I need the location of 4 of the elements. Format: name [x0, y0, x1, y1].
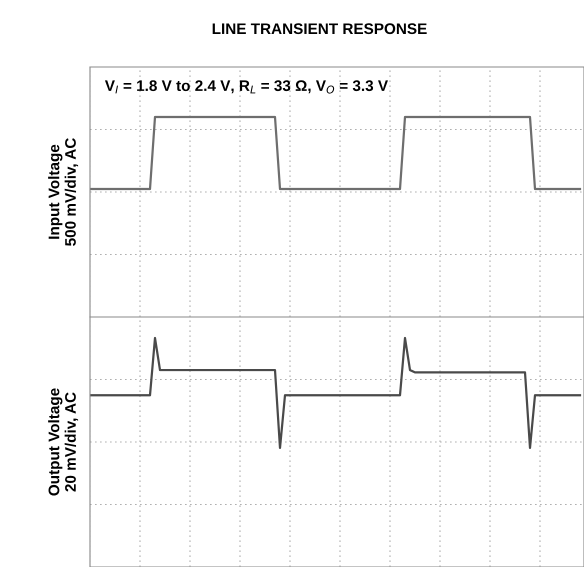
y-axis-title: Output Voltage 20 mV/div, AC: [48, 388, 78, 496]
y-axis-title: Input Voltage 500 mV/div, AC: [48, 138, 78, 246]
text: V$_{I}$ = 1.8 V to 2.4 V, R$_{L}$ = 33 Ω, V$_{O}$ = 3.3 V: [104, 80, 388, 94]
chart-title: LINE TRANSIENT RESPONSE: [212, 23, 427, 34]
